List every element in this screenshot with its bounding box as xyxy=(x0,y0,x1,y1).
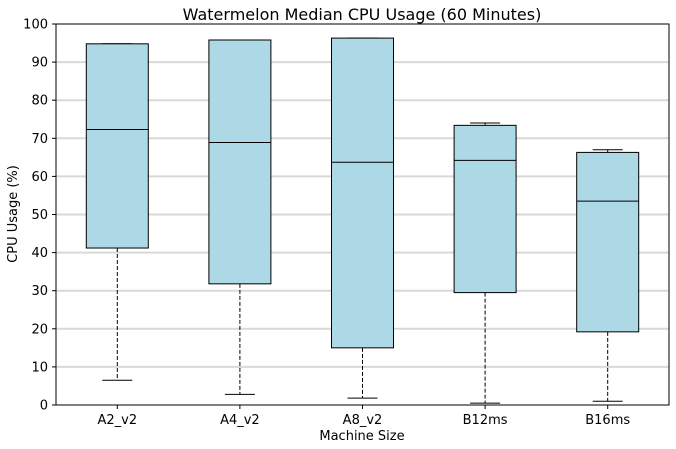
y-tick-label: 20 xyxy=(31,322,48,337)
x-tick-label: B12ms xyxy=(463,413,508,428)
y-tick-label: 70 xyxy=(31,132,48,147)
box-A4_v2 xyxy=(208,39,272,285)
boxes xyxy=(85,37,640,404)
box-B16ms xyxy=(576,151,640,333)
box-A2_v2 xyxy=(85,43,149,249)
box-B12ms xyxy=(453,124,517,294)
y-tick-label: 10 xyxy=(31,360,48,375)
y-tick-label: 80 xyxy=(31,94,48,109)
y-tick-label: 0 xyxy=(40,399,48,414)
x-tick-label: B16ms xyxy=(585,413,630,428)
y-tick-label: 40 xyxy=(31,246,48,261)
y-tick-label: 50 xyxy=(31,208,48,223)
y-tick-label: 60 xyxy=(31,170,48,185)
x-axis-label: Machine Size xyxy=(319,429,404,444)
y-tick-label: 90 xyxy=(31,56,48,71)
x-tick-label: A2_v2 xyxy=(97,413,137,428)
box-A8_v2 xyxy=(331,37,394,349)
y-tick-label: 100 xyxy=(23,18,48,33)
y-axis-ticks: 0 10 20 30 40 50 60 70 80 90 100 xyxy=(23,18,56,414)
x-tick-label: A8_v2 xyxy=(343,413,383,428)
chart-title: Watermelon Median CPU Usage (60 Minutes) xyxy=(183,5,542,24)
y-axis-label: CPU Usage (%) xyxy=(6,165,21,263)
y-tick-label: 30 xyxy=(31,284,48,299)
x-tick-label: A4_v2 xyxy=(220,413,260,428)
x-axis-ticks: A2_v2 A4_v2 A8_v2 B12ms B16ms xyxy=(97,405,630,428)
